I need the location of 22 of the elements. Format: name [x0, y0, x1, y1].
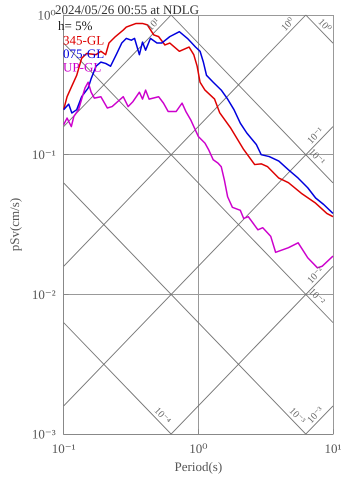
y-tick-label: 10⁻³ [32, 426, 56, 442]
y-tick-label: 10⁻² [32, 286, 56, 302]
x-axis-title: Period(s) [174, 459, 222, 474]
x-tick-label: 10¹ [324, 441, 342, 456]
y-tick-label: 10⁰ [37, 8, 56, 22]
annotation: 10⁻¹ [305, 126, 326, 146]
annotation: 10⁻² [306, 286, 327, 308]
x-tick-label: 10⁰ [189, 441, 208, 456]
annotation: 10⁻⁴ [152, 405, 173, 427]
annotation: h= 5% [58, 18, 93, 33]
annotation: 10⁰ [315, 16, 334, 34]
chart-title: 2024/05/26 00:55 at NDLG [55, 2, 200, 17]
series-label: 345-GL [63, 32, 104, 48]
x-tick-label: 10⁻¹ [52, 441, 76, 456]
annotation: 10⁰ [279, 16, 297, 34]
annotation: 10⁻³ [305, 405, 326, 426]
annotation: 10⁻³ [286, 406, 308, 426]
annotation: 10¹ [145, 16, 162, 34]
annotation: 10⁻² [305, 265, 326, 286]
y-tick-label: 10⁻¹ [32, 147, 56, 162]
y-axis-title: pSv(cm/s) [7, 198, 22, 252]
annotation: 10⁻¹ [306, 146, 327, 168]
